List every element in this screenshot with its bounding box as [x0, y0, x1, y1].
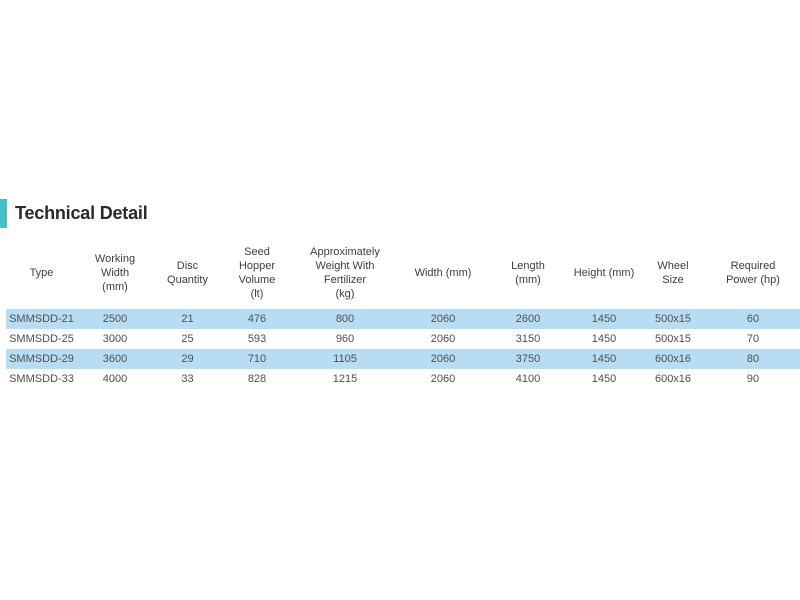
- table-cell: 1215: [332, 373, 358, 385]
- table-row: SMMSDD-33 4000 33 828 1215 2060 4100 1450 600x16…: [6, 369, 800, 389]
- section-title: Technical Detail: [0, 199, 148, 228]
- header-row: Type Working Width (mm) Disc Quantity Se…: [6, 237, 800, 309]
- table-cell: 29: [153, 349, 222, 369]
- table-cell: 33: [181, 373, 194, 385]
- header-cell-disc-quantity: Disc Quantity: [167, 260, 208, 286]
- table-cell: 600x16: [654, 373, 692, 385]
- table-cell: 2600: [488, 309, 568, 329]
- table-cell: 3000: [102, 333, 128, 345]
- table-cell: 593: [247, 333, 267, 345]
- table-cell: 25: [181, 333, 194, 345]
- table-cell: 4000: [102, 373, 128, 385]
- table-cell: 800: [292, 309, 398, 329]
- table-cell: 2500: [77, 309, 153, 329]
- table-cell: 4100: [515, 373, 541, 385]
- table-cell: SMMSDD-21: [6, 309, 77, 329]
- table-cell: 90: [746, 373, 760, 385]
- table-cell: 500x15: [654, 333, 692, 345]
- title-accent-bar: [0, 199, 7, 228]
- table-cell: SMMSDD-29: [6, 349, 77, 369]
- table-cell: 2060: [430, 373, 456, 385]
- table-cell: 80: [706, 349, 800, 369]
- table-cell: 500x15: [640, 309, 706, 329]
- table-row: SMMSDD-29 3600 29 710 1105 2060 3750 1450 600x16…: [6, 349, 800, 369]
- table-cell: 828: [247, 373, 267, 385]
- table-cell: 710: [222, 349, 292, 369]
- header-cell-length: Length (mm): [511, 260, 545, 286]
- header-cell-width: Width (mm): [414, 267, 472, 279]
- header-cell-seed-hopper-volume: Seed Hopper Volume (lt): [238, 246, 276, 300]
- table-row: SMMSDD-25 3000 25 593 960 2060 3150 1450 500x15 7…: [6, 329, 800, 349]
- table-cell: 2060: [430, 333, 456, 345]
- table-header: Type Working Width (mm) Disc Quantity Se…: [6, 237, 800, 309]
- table-cell: 1450: [591, 333, 617, 345]
- table-cell: 70: [746, 333, 760, 345]
- table-cell: 3150: [515, 333, 541, 345]
- table-cell: 1450: [591, 373, 617, 385]
- table-cell: 2060: [398, 309, 488, 329]
- table-cell: 600x16: [640, 349, 706, 369]
- table-cell: 960: [335, 333, 355, 345]
- header-cell-wheel-size: Wheel Size: [657, 260, 689, 286]
- header-cell-type: Type: [29, 267, 54, 279]
- table-cell: 60: [706, 309, 800, 329]
- table-cell: SMMSDD-33: [9, 373, 74, 385]
- header-cell-working-width: Working Width (mm): [94, 253, 136, 293]
- table-row: SMMSDD-21 2500 21 476 800 2060 2600 1450 500x15 6…: [6, 309, 800, 329]
- table-cell: 1450: [568, 309, 640, 329]
- table-cell: 3750: [488, 349, 568, 369]
- table-cell: 476: [222, 309, 292, 329]
- table-cell: 1105: [292, 349, 398, 369]
- table-cell: 1450: [568, 349, 640, 369]
- technical-detail-table: Type Working Width (mm) Disc Quantity Se…: [6, 237, 800, 389]
- page-title: Technical Detail: [15, 203, 148, 223]
- table-body: SMMSDD-21 2500 21 476 800 2060 2600 1450 500x15 6…: [6, 309, 800, 389]
- header-cell-approx-weight: Approximately Weight With Fertilizer (kg…: [310, 246, 380, 300]
- header-cell-required-power: Required Power (hp): [726, 260, 780, 286]
- table-cell: SMMSDD-25: [9, 333, 74, 345]
- header-cell-height: Height (mm): [573, 267, 635, 279]
- table-cell: 3600: [77, 349, 153, 369]
- table-cell: 2060: [398, 349, 488, 369]
- table-cell: 21: [153, 309, 222, 329]
